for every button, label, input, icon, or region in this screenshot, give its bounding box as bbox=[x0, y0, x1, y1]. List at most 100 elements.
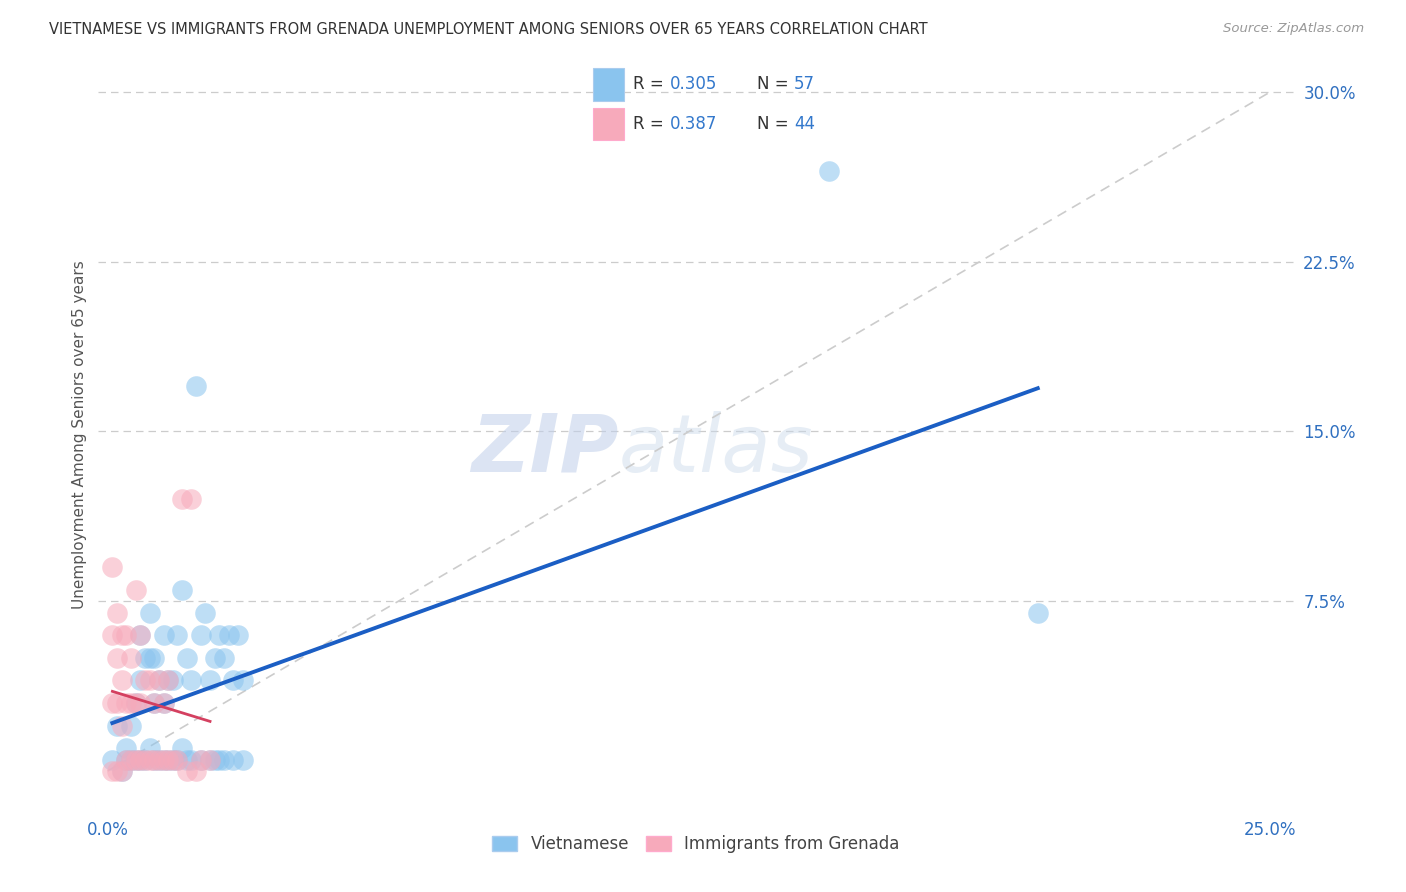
Point bbox=[111, 764, 134, 778]
Text: 0.387: 0.387 bbox=[671, 115, 717, 133]
Point bbox=[134, 650, 156, 665]
Point bbox=[218, 628, 240, 642]
Point bbox=[101, 753, 124, 767]
Point bbox=[162, 673, 184, 688]
Point bbox=[111, 764, 134, 778]
Point bbox=[105, 764, 128, 778]
Point bbox=[124, 696, 146, 710]
Point bbox=[115, 696, 138, 710]
Point bbox=[208, 753, 231, 767]
Point bbox=[162, 753, 184, 767]
Point bbox=[226, 628, 249, 642]
Point bbox=[129, 753, 152, 767]
Point bbox=[152, 753, 174, 767]
Point bbox=[148, 753, 170, 767]
Point bbox=[152, 696, 174, 710]
Point bbox=[134, 753, 156, 767]
Point bbox=[111, 673, 134, 688]
Point bbox=[148, 673, 170, 688]
Point bbox=[157, 673, 180, 688]
Point bbox=[124, 696, 146, 710]
Point bbox=[176, 764, 198, 778]
Point bbox=[204, 650, 226, 665]
Point bbox=[212, 650, 235, 665]
Text: ZIP: ZIP bbox=[471, 411, 619, 489]
Text: R =: R = bbox=[633, 76, 669, 94]
Point bbox=[105, 719, 128, 733]
Point bbox=[222, 673, 245, 688]
Point bbox=[198, 673, 221, 688]
Point bbox=[134, 673, 156, 688]
Point bbox=[232, 673, 254, 688]
Point bbox=[120, 650, 142, 665]
Point bbox=[129, 628, 152, 642]
Point bbox=[138, 741, 160, 756]
Point bbox=[124, 753, 146, 767]
Point bbox=[143, 696, 166, 710]
Text: 0.305: 0.305 bbox=[671, 76, 717, 94]
Text: 57: 57 bbox=[794, 76, 815, 94]
Point bbox=[138, 753, 160, 767]
Point bbox=[190, 753, 212, 767]
Point bbox=[162, 753, 184, 767]
Point bbox=[180, 492, 202, 507]
Point bbox=[176, 753, 198, 767]
Point bbox=[190, 753, 212, 767]
Point bbox=[152, 753, 174, 767]
Point bbox=[143, 696, 166, 710]
Point bbox=[172, 492, 194, 507]
Point bbox=[166, 753, 188, 767]
Point bbox=[817, 164, 839, 178]
FancyBboxPatch shape bbox=[593, 69, 624, 101]
Point bbox=[172, 741, 194, 756]
Point bbox=[124, 582, 146, 597]
Point bbox=[129, 628, 152, 642]
Point bbox=[194, 606, 217, 620]
Point bbox=[120, 719, 142, 733]
Point bbox=[105, 696, 128, 710]
Point bbox=[184, 764, 207, 778]
Point bbox=[115, 741, 138, 756]
Point bbox=[180, 753, 202, 767]
Point bbox=[138, 606, 160, 620]
Point bbox=[101, 696, 124, 710]
FancyBboxPatch shape bbox=[593, 108, 624, 140]
Point bbox=[105, 650, 128, 665]
Point bbox=[190, 628, 212, 642]
Point bbox=[138, 673, 160, 688]
Point bbox=[129, 673, 152, 688]
Point bbox=[120, 753, 142, 767]
Point bbox=[152, 628, 174, 642]
Point bbox=[105, 606, 128, 620]
Point bbox=[115, 628, 138, 642]
Point bbox=[134, 753, 156, 767]
Point bbox=[129, 696, 152, 710]
Point bbox=[124, 753, 146, 767]
Point bbox=[120, 696, 142, 710]
Point bbox=[204, 753, 226, 767]
Point bbox=[212, 753, 235, 767]
Point bbox=[166, 753, 188, 767]
Point bbox=[208, 628, 231, 642]
Point bbox=[115, 753, 138, 767]
Y-axis label: Unemployment Among Seniors over 65 years: Unemployment Among Seniors over 65 years bbox=[72, 260, 87, 609]
Point bbox=[222, 753, 245, 767]
Point bbox=[101, 628, 124, 642]
Point bbox=[148, 753, 170, 767]
Point bbox=[176, 650, 198, 665]
Text: R =: R = bbox=[633, 115, 669, 133]
Point bbox=[232, 753, 254, 767]
Legend: Vietnamese, Immigrants from Grenada: Vietnamese, Immigrants from Grenada bbox=[485, 829, 907, 860]
Point bbox=[101, 560, 124, 574]
Point bbox=[166, 628, 188, 642]
Point bbox=[157, 753, 180, 767]
Point bbox=[143, 753, 166, 767]
Text: Source: ZipAtlas.com: Source: ZipAtlas.com bbox=[1223, 22, 1364, 36]
Point bbox=[138, 650, 160, 665]
Point bbox=[115, 753, 138, 767]
Point bbox=[180, 673, 202, 688]
Text: N =: N = bbox=[756, 76, 793, 94]
Point bbox=[152, 696, 174, 710]
Text: N =: N = bbox=[756, 115, 793, 133]
Text: atlas: atlas bbox=[619, 411, 813, 489]
